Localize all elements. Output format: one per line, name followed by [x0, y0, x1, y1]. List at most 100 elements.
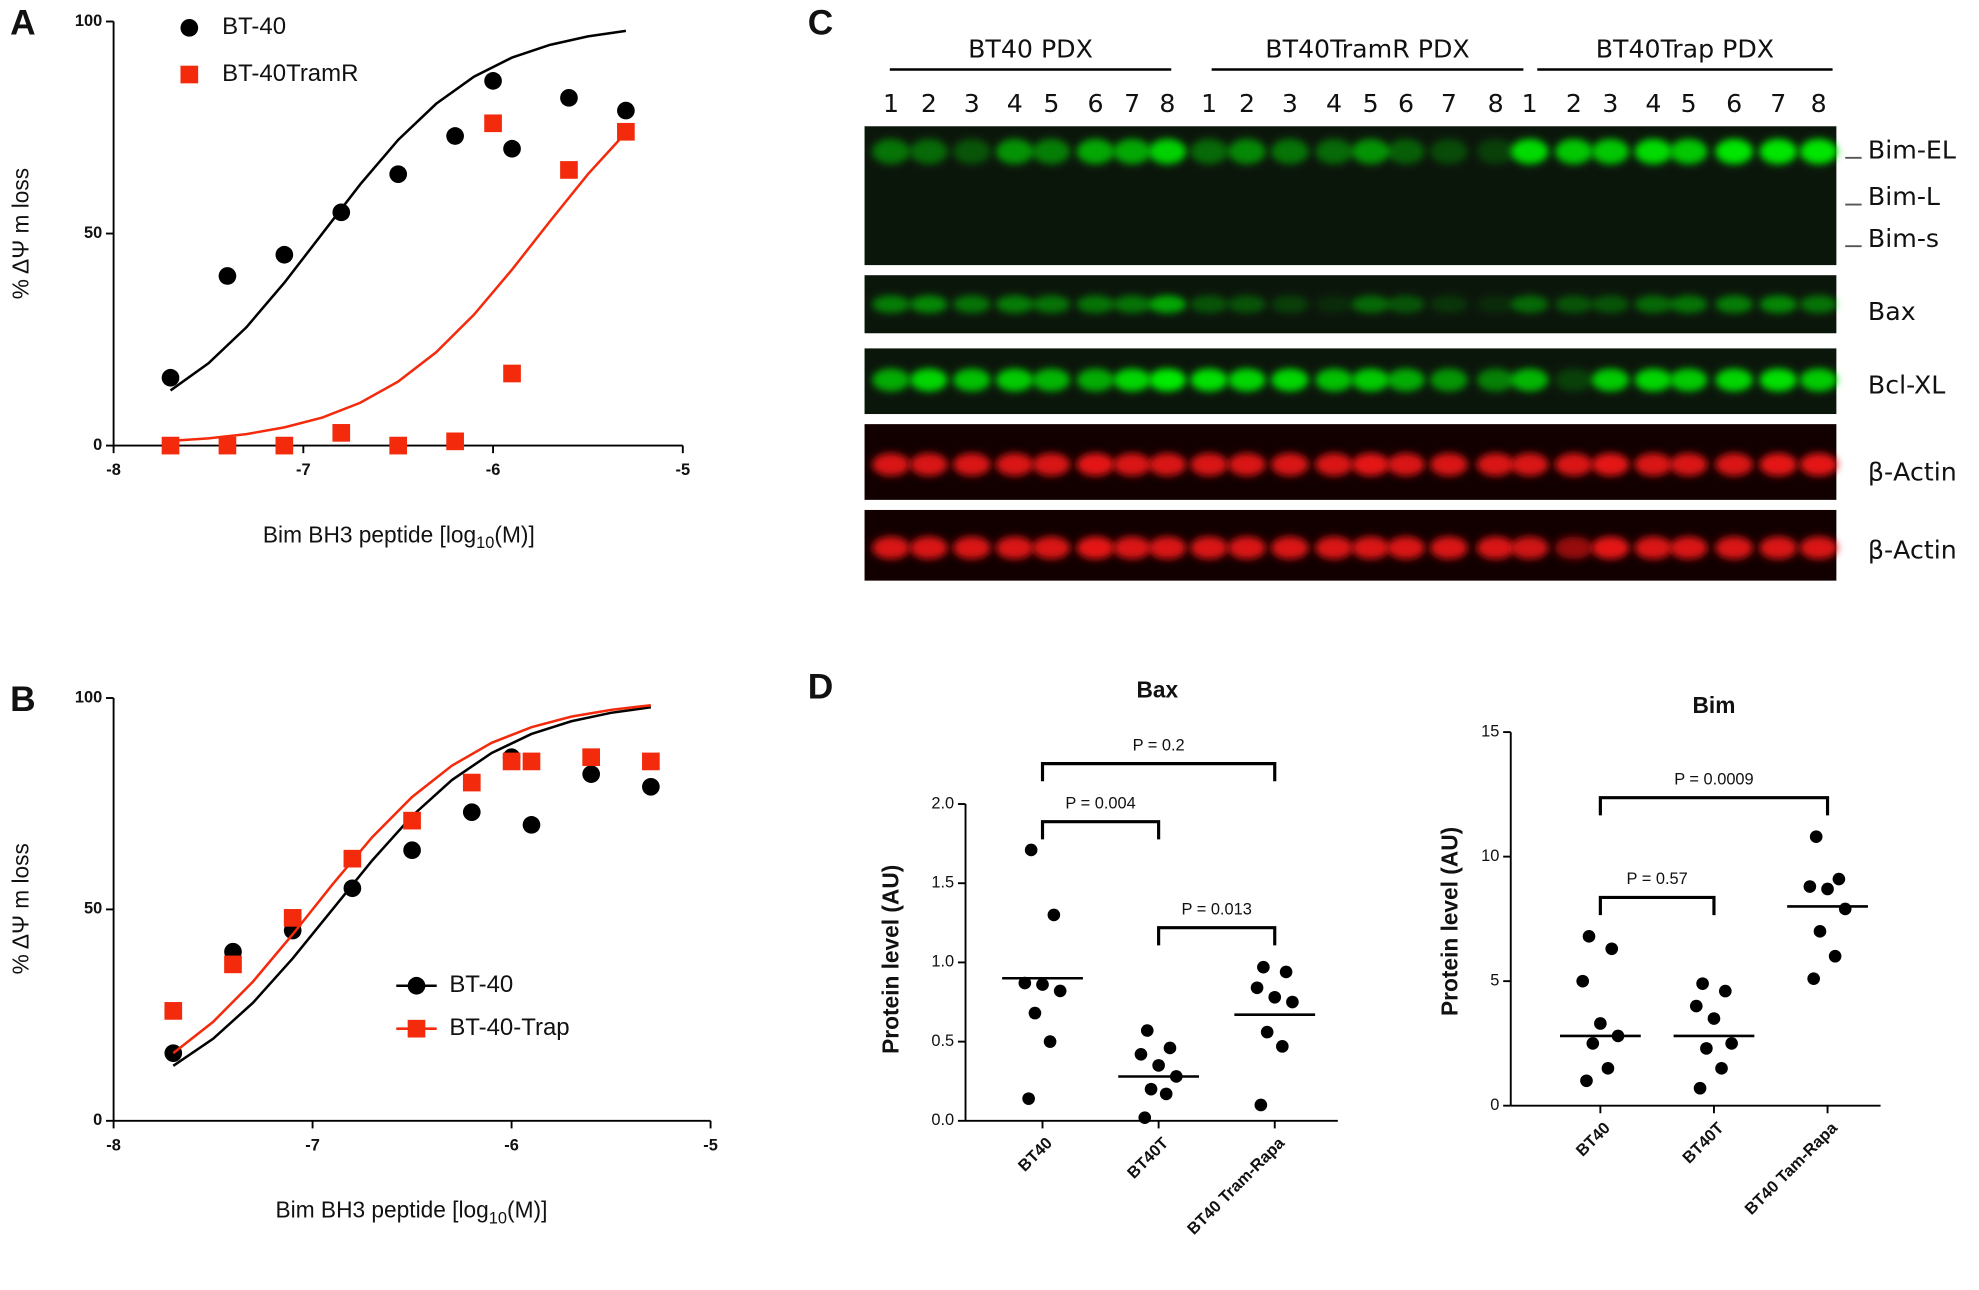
dot — [1707, 1012, 1721, 1025]
y-tick-label: 0 — [93, 1111, 102, 1129]
blot-band — [1148, 138, 1187, 165]
lane-label: 3 — [1282, 89, 1298, 118]
marker — [343, 879, 362, 898]
blot-band — [995, 368, 1034, 392]
blot-band — [995, 138, 1034, 165]
blot-band — [1387, 536, 1425, 560]
blot-band — [1076, 138, 1115, 165]
blot-band — [1510, 536, 1549, 560]
band-label: β-Actin — [1868, 536, 1957, 565]
chart-title: Bim — [1693, 692, 1736, 718]
blot-band — [1351, 138, 1390, 165]
blot-band — [1759, 138, 1798, 165]
y-tick-label: 0 — [93, 436, 102, 454]
marker — [462, 803, 481, 822]
y-tick-label: 100 — [75, 12, 102, 30]
blot-band — [1429, 295, 1468, 314]
y-tick-label: 10 — [1481, 847, 1499, 865]
fit-curve — [169, 29, 627, 392]
marker — [560, 89, 578, 107]
blot-band — [1113, 295, 1152, 314]
dot — [1036, 978, 1049, 991]
y-tick-label: 5 — [1490, 971, 1499, 989]
dot — [1807, 972, 1820, 985]
blot-band — [1032, 536, 1071, 560]
lane-label: 1 — [883, 89, 899, 118]
blot-band — [1715, 368, 1754, 392]
dot — [1838, 902, 1852, 916]
blot-band — [1554, 536, 1593, 560]
group-label: BT40Trap PDX — [1596, 35, 1774, 64]
blot-band — [1351, 295, 1390, 314]
x-axis-label-part: (M)] — [494, 521, 534, 547]
x-tick-label: BT40 — [1015, 1134, 1056, 1175]
blot-band — [1228, 368, 1266, 392]
x-axis-label-part: 10 — [489, 1210, 507, 1228]
blot-band — [1669, 138, 1708, 165]
blot-band — [1510, 295, 1549, 314]
panel-label: C — [808, 4, 834, 43]
marker — [161, 436, 180, 455]
blot-band — [1759, 295, 1798, 314]
blot-band — [995, 295, 1034, 314]
dot — [1725, 1037, 1738, 1050]
dot — [1053, 984, 1067, 998]
marker — [389, 436, 408, 455]
blot-band — [872, 368, 910, 392]
dot — [1715, 1062, 1728, 1075]
band-label: Bim-L — [1868, 182, 1940, 211]
y-tick-label: 1.5 — [931, 874, 954, 892]
dot — [1803, 880, 1817, 893]
dot — [1605, 942, 1619, 956]
marker — [164, 1002, 183, 1020]
fit-curve — [172, 703, 652, 1055]
lane-label: 5 — [1363, 89, 1379, 118]
marker — [582, 748, 601, 767]
dot — [1696, 977, 1709, 990]
blot-band — [1476, 536, 1515, 560]
y-tick-label: 50 — [84, 224, 102, 242]
significance-bracket — [1157, 926, 1277, 946]
dot — [1134, 1047, 1148, 1061]
blot-band — [1510, 453, 1549, 476]
blot-band — [1190, 536, 1229, 560]
panel-label: A — [10, 4, 36, 43]
legend-marker — [180, 18, 199, 37]
y-tick-label: 0 — [1490, 1096, 1499, 1114]
dot — [1580, 1074, 1593, 1088]
blot-band — [1315, 536, 1353, 560]
marker — [503, 139, 521, 158]
blot-band — [1634, 368, 1673, 392]
marker — [522, 752, 541, 771]
x-tick-label: -7 — [296, 461, 311, 479]
dot — [1828, 949, 1842, 963]
lane-label: 1 — [1522, 89, 1538, 118]
lane-label: 3 — [1602, 89, 1618, 118]
blot-band — [1476, 368, 1515, 392]
marker — [446, 432, 464, 451]
group-label: BT40 PDX — [968, 35, 1093, 64]
legend-marker — [180, 65, 199, 84]
marker — [332, 424, 351, 442]
lane-label: 4 — [1007, 89, 1023, 118]
y-tick-label: 0.0 — [931, 1111, 954, 1129]
blot-band — [872, 453, 910, 476]
band-label: β-Actin — [1868, 457, 1957, 486]
blot-band — [1076, 295, 1115, 314]
band-label: Bax — [1868, 297, 1916, 326]
blot-band — [1715, 295, 1754, 314]
y-axis-label: Protein level (AU) — [1436, 827, 1462, 1016]
marker — [218, 436, 237, 455]
lane-label: 8 — [1488, 89, 1504, 118]
blot-band — [1669, 453, 1708, 476]
blot-band — [1076, 368, 1115, 392]
y-tick-label: 15 — [1481, 722, 1499, 740]
dot — [1043, 1035, 1057, 1048]
lane-label: 7 — [1124, 89, 1140, 118]
legend-label: BT-40 — [222, 13, 286, 40]
blot-band — [1387, 453, 1425, 476]
x-tick-label: BT40 — [1573, 1119, 1614, 1160]
dot — [1257, 960, 1270, 974]
legend-label: BT-40TramR — [222, 60, 358, 87]
fit-curve — [170, 131, 627, 443]
